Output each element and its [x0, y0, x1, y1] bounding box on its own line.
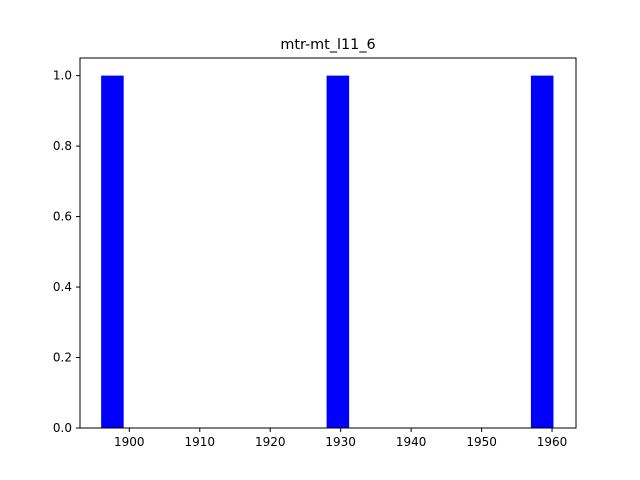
y-tick-label: 0.0: [53, 421, 72, 435]
y-tick-label: 1.0: [53, 69, 72, 83]
axes-frame: [79, 57, 577, 429]
bar-2: [530, 75, 554, 428]
x-tick-label: 1900: [114, 435, 145, 449]
y-tick-label: 0.2: [53, 351, 72, 365]
x-tick-label: 1960: [537, 435, 568, 449]
bar-1: [326, 75, 350, 428]
y-tick-label: 0.6: [53, 210, 72, 224]
chart-title: mtr-mt_l11_6: [280, 37, 375, 53]
x-tick-label: 1910: [184, 435, 215, 449]
x-tick-label: 1920: [255, 435, 286, 449]
bar-0: [101, 75, 124, 428]
x-tick-label: 1950: [466, 435, 497, 449]
y-tick-label: 0.8: [53, 139, 72, 153]
y-axis-ticks: 0.0 0.2 0.4 0.6 0.8 1.0: [53, 69, 80, 435]
x-tick-label: 1940: [396, 435, 427, 449]
x-axis-ticks: 1900 1910 1920 1930 1940 1950 1960: [114, 428, 567, 449]
y-tick-label: 0.4: [53, 280, 72, 294]
bars-group: [101, 75, 554, 428]
x-tick-label: 1930: [325, 435, 356, 449]
